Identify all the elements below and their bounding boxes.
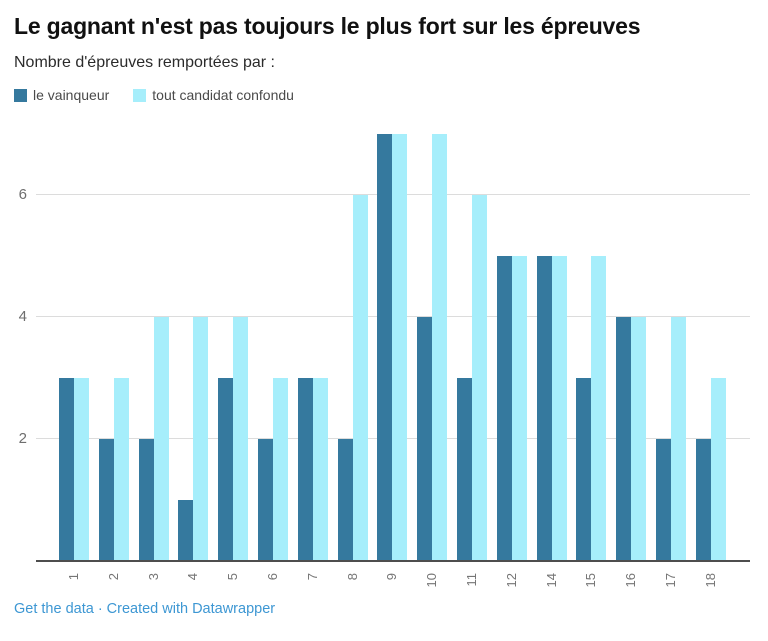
x-tick-label-14: 14: [543, 571, 559, 588]
bar-tout-candidat[interactable]: [352, 195, 368, 561]
x-tick-label-3: 3: [145, 571, 161, 585]
bar-tout-candidat[interactable]: [233, 317, 249, 561]
legend-swatch-vainqueur-icon: [14, 88, 27, 102]
legend-label-vainqueur: le vainqueur: [33, 87, 110, 103]
x-tick-text: 4: [185, 573, 201, 581]
bar-vainqueur[interactable]: [337, 439, 353, 561]
x-tick-text: 16: [623, 573, 639, 588]
x-tick-label-9: 9: [384, 571, 400, 585]
bar-tout-candidat[interactable]: [312, 378, 328, 561]
x-tick-label-8: 8: [344, 571, 360, 585]
x-tick-label-2: 2: [105, 571, 121, 585]
bar-tout-candidat[interactable]: [153, 317, 169, 561]
bar-tout-candidat[interactable]: [511, 256, 527, 561]
bar-tout-candidat[interactable]: [273, 378, 288, 561]
x-tick-text: 8: [344, 573, 360, 581]
x-tick-label-17: 17: [663, 571, 678, 588]
chart-subtitle: Nombre d'épreuves remportées par :: [14, 54, 275, 71]
x-tick-label-12: 12: [503, 571, 519, 588]
y-tick-label-4: 4: [18, 308, 27, 325]
chart-title: Le gagnant n'est pas toujours le plus fo…: [14, 13, 641, 39]
x-tick-text: 15: [583, 573, 599, 588]
x-tick-text: 5: [225, 573, 241, 581]
x-tick-label-15: 15: [583, 571, 599, 588]
bar-vainqueur[interactable]: [98, 439, 114, 561]
x-tick-label-11: 11: [464, 571, 479, 587]
bar-vainqueur[interactable]: [496, 256, 512, 561]
x-tick-text: 14: [543, 573, 559, 588]
x-tick-text: 7: [304, 573, 320, 581]
bar-vainqueur[interactable]: [616, 317, 632, 561]
bar-vainqueur[interactable]: [656, 439, 671, 561]
bar-tout-candidat[interactable]: [432, 134, 448, 561]
bar-vainqueur[interactable]: [258, 439, 273, 561]
x-tick-text: 10: [424, 573, 440, 588]
bar-tout-candidat[interactable]: [193, 317, 209, 561]
bar-vainqueur[interactable]: [417, 317, 433, 561]
bar-vainqueur[interactable]: [377, 134, 393, 561]
bar-vainqueur[interactable]: [536, 256, 552, 561]
x-tick-label-4: 4: [185, 571, 201, 585]
x-tick-label-7: 7: [304, 571, 320, 585]
bar-tout-candidat[interactable]: [671, 317, 686, 561]
bar-tout-candidat[interactable]: [631, 317, 647, 561]
bar-tout-candidat[interactable]: [551, 256, 567, 561]
bar-tout-candidat[interactable]: [710, 378, 726, 561]
x-tick-label-10: 10: [424, 571, 440, 588]
x-tick-text: 1: [66, 573, 81, 581]
x-tick-text: 12: [503, 573, 519, 588]
bar-vainqueur[interactable]: [59, 378, 74, 561]
legend: le vainqueur tout candidat confondu: [14, 88, 318, 102]
bar-tout-candidat[interactable]: [74, 378, 89, 561]
legend-label-tout-candidat: tout candidat confondu: [152, 87, 294, 103]
y-tick-label-6: 6: [18, 186, 27, 203]
x-tick-text: 11: [464, 573, 479, 587]
x-axis-line: [36, 560, 750, 562]
bar-tout-candidat[interactable]: [472, 195, 487, 561]
bar-tout-candidat[interactable]: [113, 378, 129, 561]
x-tick-text: 2: [105, 573, 121, 581]
bar-vainqueur[interactable]: [138, 439, 154, 561]
legend-item-tout-candidat: tout candidat confondu: [133, 88, 294, 102]
x-tick-label-1: 1: [66, 571, 81, 585]
legend-swatch-tout-candidat-icon: [133, 88, 147, 102]
x-tick-text: 9: [384, 573, 400, 581]
x-tick-label-6: 6: [265, 571, 280, 585]
bar-vainqueur[interactable]: [178, 500, 194, 561]
bar-vainqueur[interactable]: [695, 439, 711, 561]
bar-vainqueur[interactable]: [576, 378, 592, 561]
y-tick-label-2: 2: [18, 430, 27, 447]
chart-footer: Get the data · Created with Datawrapper: [14, 601, 275, 617]
x-tick-text: 6: [265, 573, 280, 581]
x-tick-text: 18: [702, 573, 718, 588]
x-tick-label-18: 18: [702, 571, 718, 588]
x-tick-text: 17: [663, 573, 678, 588]
bar-tout-candidat[interactable]: [591, 256, 607, 561]
get-the-data-link[interactable]: Get the data: [14, 601, 94, 617]
legend-item-vainqueur: le vainqueur: [14, 88, 109, 102]
x-tick-text: 3: [145, 573, 161, 581]
x-tick-label-16: 16: [623, 571, 639, 588]
footer-separator: ·: [97, 601, 103, 617]
bar-vainqueur[interactable]: [297, 378, 313, 561]
datawrapper-credit-link[interactable]: Created with Datawrapper: [106, 601, 276, 617]
bar-tout-candidat[interactable]: [392, 134, 408, 561]
x-tick-label-5: 5: [225, 571, 241, 585]
bar-vainqueur[interactable]: [218, 378, 234, 561]
bar-vainqueur[interactable]: [457, 378, 472, 561]
